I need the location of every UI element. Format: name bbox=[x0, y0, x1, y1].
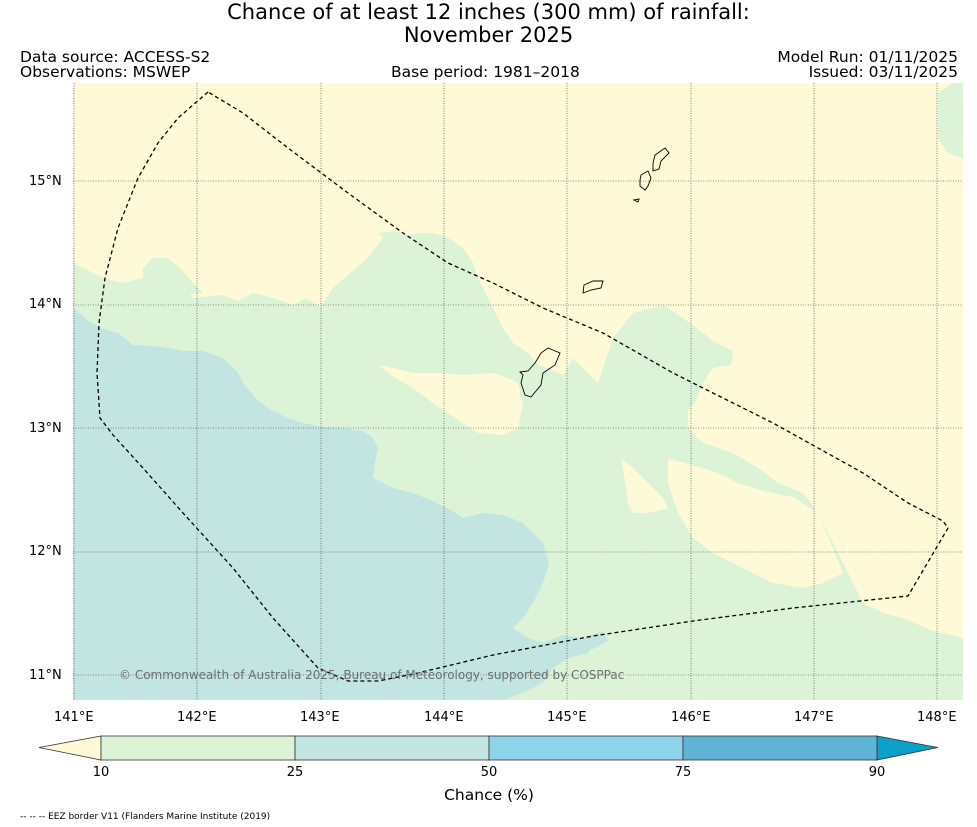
colorbar-tick-25: 25 bbox=[286, 765, 304, 780]
island-rota bbox=[582, 280, 604, 294]
islands bbox=[519, 147, 670, 398]
lon-tick-147e: 147°E bbox=[794, 710, 834, 725]
colorbar-segment-25-50 bbox=[294, 735, 490, 761]
colorbar-tick-90: 90 bbox=[868, 765, 886, 780]
graticule bbox=[73, 83, 963, 700]
colorbar-tick-10: 10 bbox=[92, 765, 110, 780]
colorbar-segment-10-25 bbox=[100, 735, 296, 761]
lat-tick-14n: 14°N bbox=[29, 297, 62, 312]
observations-label: Observations: MSWEP bbox=[20, 63, 191, 81]
colorbar-extend-low bbox=[38, 735, 102, 761]
eez-border bbox=[96, 91, 949, 682]
colorbar-segment-75-90 bbox=[682, 735, 878, 761]
issued-label: Issued: 03/11/2025 bbox=[808, 63, 958, 81]
lon-tick-141e: 141°E bbox=[54, 710, 94, 725]
probability-zone-10-25-east bbox=[938, 83, 963, 158]
probability-zone-below-10-patch-a bbox=[378, 365, 523, 435]
lat-tick-15n: 15°N bbox=[29, 174, 62, 189]
probability-zone-below-10-patch-c bbox=[621, 458, 668, 513]
probability-zone-below-10-patch-b bbox=[668, 459, 843, 588]
probability-zone-25-50-patch bbox=[543, 631, 608, 651]
colorbar-tick-50: 50 bbox=[480, 765, 498, 780]
rainfall-map bbox=[73, 83, 963, 700]
island-aguijan bbox=[632, 198, 640, 203]
lon-tick-148e: 148°E bbox=[917, 710, 957, 725]
colorbar bbox=[38, 735, 939, 761]
lat-tick-13n: 13°N bbox=[29, 421, 62, 436]
lat-tick-12n: 12°N bbox=[29, 544, 62, 559]
lat-tick-11n: 11°N bbox=[29, 668, 62, 683]
island-tinian bbox=[639, 170, 652, 191]
lon-tick-146e: 146°E bbox=[671, 710, 711, 725]
lon-tick-144e: 144°E bbox=[424, 710, 464, 725]
lon-tick-145e: 145°E bbox=[547, 710, 587, 725]
colorbar-segment-50-75 bbox=[488, 735, 684, 761]
map-title-line2: November 2025 bbox=[403, 23, 574, 47]
base-period-label: Base period: 1981–2018 bbox=[391, 63, 580, 81]
probability-zone-10-25-patch bbox=[143, 258, 203, 295]
island-saipan bbox=[652, 147, 670, 172]
probability-zone-25-50 bbox=[73, 308, 593, 700]
model-run-label: Model Run: 01/11/2025 bbox=[777, 48, 958, 66]
colorbar-label: Chance (%) bbox=[444, 786, 534, 804]
colorbar-tick-75: 75 bbox=[674, 765, 692, 780]
lon-tick-143e: 143°E bbox=[300, 710, 340, 725]
eez-footnote: -- -- -- EEZ border V11 (Flanders Marine… bbox=[20, 812, 271, 822]
colorbar-extend-high bbox=[876, 735, 939, 761]
island-guam bbox=[519, 347, 561, 398]
data-source-label: Data source: ACCESS-S2 bbox=[20, 48, 211, 66]
copyright-note: © Commonwealth of Australia 2025, Bureau… bbox=[119, 668, 625, 682]
map-title-line1: Chance of at least 12 inches (300 mm) of… bbox=[227, 0, 750, 24]
lon-tick-142e: 142°E bbox=[177, 710, 217, 725]
